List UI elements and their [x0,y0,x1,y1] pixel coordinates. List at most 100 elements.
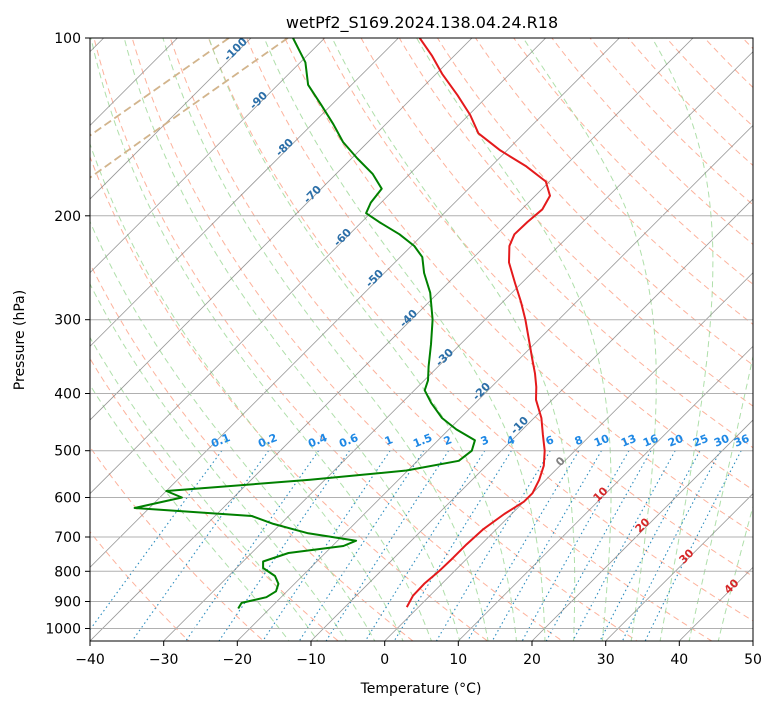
moist-adiabat-line [688,353,753,641]
dry-adiabat-label: -80 [273,136,296,159]
moist-adiabat-label: 30 [677,546,697,566]
dry-adiabat-label: -40 [397,307,420,330]
chart-line-labels: -100-90-80-70-60-50-40-30-20-100.1 0.2 0.4… [209,38,751,597]
mixing-ratio-line [298,450,425,641]
y-tick-label: 300 [54,313,81,329]
dry-adiabat-label: -60 [331,226,354,249]
dry-adiabat-label: -70 [301,183,324,206]
dry-adiabat-line [474,38,753,325]
dry-adiabat-line [90,531,190,641]
dry-adiabat-line [754,11,775,653]
x-tick-label: −30 [149,652,179,668]
dry-adiabat-label: -30 [433,346,456,369]
x-axis-ticks: −40 −30 −20 −10 0 10 20 30 40 50 [75,641,762,668]
dry-adiabats [90,11,775,653]
dry-adiabat-line [169,38,713,641]
mixing-ratio-label: 13 [619,432,638,450]
y-tick-label: 700 [54,530,81,546]
mixing-ratio-line [466,450,580,641]
isotherm-line [163,51,753,641]
dry-adiabat-line [398,38,753,407]
dry-adiabat-line [627,38,753,167]
mixing-ratio-line [131,450,270,641]
x-tick-label: −40 [75,652,105,668]
mixing-ratio-label: 20 [666,432,685,450]
dry-adiabat-line [741,38,753,50]
plot-area: -100-90-80-70-60-50-40-30-20-100.1 0.2 0.4… [90,11,775,653]
isotherm-line [310,198,753,641]
mixing-ratio-label: 0.2 [256,431,279,450]
dry-adiabat-line [93,38,564,641]
moist-adiabat-line [717,504,753,641]
dry-adiabat-line [322,38,753,491]
mixing-ratio-label: 2 [442,433,454,448]
mixing-ratio-line [545,450,652,641]
dry-adiabat-label: -20 [470,380,493,403]
dry-adiabat-line [513,38,753,285]
x-tick-label: 30 [597,652,615,668]
mixing-ratio-line [262,450,391,641]
mixing-ratio-line [90,450,223,631]
pressure-gridlines [90,38,753,629]
mixing-ratio-label: 6 [544,433,556,448]
isotherm-line [531,419,753,641]
y-tick-label: 1000 [45,622,81,638]
dry-adiabat-line [360,38,753,449]
lcl-curve [90,38,289,179]
chart-title: wetPf2_S169.2024.138.04.24.R18 [286,13,558,33]
dry-adiabat-line [90,357,340,641]
isotherm-line [236,124,753,641]
lcl-curves [90,38,289,179]
isotherm-line [90,38,694,641]
isotherm-line [605,493,753,641]
mixing-ratio-label: 10 [592,432,611,450]
mixing-ratio-line [218,450,350,641]
y-tick-label: 900 [54,595,81,611]
dry-adiabat-line [90,155,489,641]
isotherm-line [90,38,620,568]
x-tick-label: 40 [670,652,688,668]
mixing-ratio-line [185,450,320,641]
mixing-ratio-line [521,450,630,641]
plot-frame [89,37,754,642]
y-tick-label: 500 [54,444,81,460]
moist-adiabats [90,38,753,641]
y-tick-label: 200 [54,209,81,225]
moist-adiabat-line [208,38,518,641]
isotherm-line [90,38,326,274]
mixing-ratio-label: 16 [641,432,660,450]
moist-adiabat-label: 10 [591,484,611,504]
isotherm-line [752,640,753,641]
x-tick-label: 50 [744,652,762,668]
mixing-ratio-line [435,450,551,641]
mixing-ratio-label: 0.1 [209,431,232,450]
mixing-ratio-line [644,450,742,641]
mixing-ratio-label: 0.4 [306,431,329,450]
mixing-ratio-label: 1 [383,433,395,448]
mixing-ratio-line [491,450,602,641]
isotherm-line [90,38,547,495]
isotherm-line [457,345,753,641]
dry-adiabat-line [589,38,753,206]
x-tick-label: 10 [449,652,467,668]
isotherm-line [384,272,753,641]
moist-adiabat-label: 40 [722,576,742,596]
isotherm-line [90,38,399,347]
lcl-curve [90,38,230,137]
x-tick-label: 0 [380,652,389,668]
moist-adiabat-line [90,336,319,641]
isotherm-line [90,38,473,421]
moist-adiabat-line [331,38,576,641]
moist-adiabat-line [416,38,612,641]
moist-adiabat-line [651,38,714,641]
dry-adiabat-line [246,38,753,578]
dry-adiabat-line [207,38,753,622]
y-tick-label: 100 [54,31,81,47]
moist-adiabat-line [263,38,546,641]
mixing-ratio-label: 8 [573,433,585,448]
y-axis-ticks: 1000 900 800 700 600 500 400 300 200 100 [45,31,90,638]
dewpoint-line [133,38,476,610]
mixing-ratio-line [393,450,512,641]
isotherm-line [90,38,178,126]
mixing-ratio-label: 30 [712,432,731,450]
